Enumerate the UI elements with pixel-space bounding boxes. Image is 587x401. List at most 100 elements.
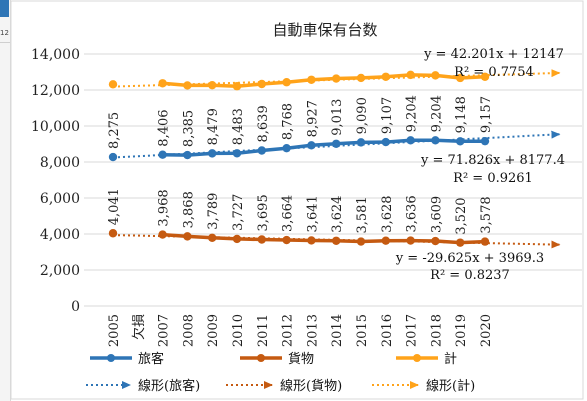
x-tick-label: 2014 <box>330 314 345 347</box>
data-label-passenger: 8,927 <box>305 100 320 137</box>
edge-text: 12 <box>0 29 9 37</box>
legend-marker-freight <box>257 354 265 362</box>
point-passenger <box>282 143 291 153</box>
edge-blue-block <box>0 0 9 17</box>
y-tick-label: 4,000 <box>40 227 80 243</box>
point-freight <box>332 236 341 245</box>
data-label-passenger: 8,385 <box>181 110 196 147</box>
legend-marker-passenger <box>107 354 115 362</box>
data-label-freight: 3,581 <box>355 196 370 233</box>
point-freight <box>282 235 291 245</box>
legend-item-passenger: 旅客 <box>90 351 164 367</box>
data-label-passenger: 8,275 <box>107 112 122 149</box>
data-label-passenger: 9,013 <box>330 99 345 136</box>
y-tick-label: 6,000 <box>40 191 80 207</box>
x-tick-label: 2020 <box>479 314 494 347</box>
data-label-passenger: 9,204 <box>429 95 444 132</box>
point-total <box>381 72 390 81</box>
point-passenger <box>332 139 341 148</box>
data-label-freight: 3,578 <box>479 196 494 233</box>
point-freight <box>232 234 242 244</box>
point-freight <box>257 235 266 244</box>
x-tick-label: 2015 <box>355 314 370 347</box>
data-label-freight: 3,727 <box>231 194 246 231</box>
data-label-freight: 3,624 <box>330 196 345 233</box>
data-label-passenger: 9,148 <box>454 96 469 133</box>
data-label-passenger: 9,204 <box>405 95 420 132</box>
legend-item-trend-total: 線形(計) <box>372 378 475 394</box>
data-label-passenger: 8,479 <box>206 108 221 145</box>
point-total <box>307 75 316 84</box>
x-tick-label: 2013 <box>305 314 320 347</box>
edge-divider <box>0 42 10 43</box>
data-label-passenger: 8,483 <box>231 108 246 145</box>
point-passenger <box>431 136 440 145</box>
point-passenger <box>183 150 192 160</box>
x-tick-label: 2017 <box>405 314 420 347</box>
point-passenger <box>257 146 266 155</box>
point-freight <box>183 232 192 241</box>
point-passenger <box>480 136 490 146</box>
data-labels: 8,275 8,406 8,385 8,479 8,483 8,639 8,768 8,927… <box>107 95 494 235</box>
legend-label-trend-freight: 線形(貨物) <box>280 378 342 394</box>
y-tick-label: 10,000 <box>31 119 80 135</box>
y-tick-label: 2,000 <box>40 263 80 279</box>
data-label-freight: 3,636 <box>405 195 420 232</box>
legend-label-passenger: 旅客 <box>138 351 164 367</box>
series-lines <box>108 70 490 247</box>
data-label-freight: 3,868 <box>181 191 196 228</box>
point-passenger <box>356 138 366 147</box>
point-total <box>232 82 242 91</box>
point-total <box>480 72 490 81</box>
point-freight <box>307 236 316 245</box>
point-total <box>431 71 440 80</box>
equation-total: y = 42.201x + 12147 <box>423 47 564 62</box>
x-tick-label: 2011 <box>256 314 271 347</box>
data-label-freight: 3,695 <box>256 194 271 231</box>
x-tick-label: 2019 <box>454 314 469 347</box>
data-label-passenger: 8,768 <box>281 103 296 140</box>
point-passenger <box>456 137 465 146</box>
legend-label-trend-passenger: 線形(旅客) <box>138 378 200 394</box>
legend-item-trend-freight: 線形(貨物) <box>226 378 342 394</box>
point-total <box>208 80 217 90</box>
point-freight <box>108 229 118 238</box>
data-label-freight: 3,664 <box>281 195 296 232</box>
point-passenger <box>208 149 217 158</box>
data-label-passenger: 9,107 <box>380 97 395 134</box>
legend-item-total: 計 <box>396 351 457 367</box>
point-total <box>158 79 167 88</box>
data-label-freight: 3,968 <box>157 189 172 226</box>
x-tick-label: 2007 <box>157 314 172 347</box>
point-total <box>108 80 118 89</box>
y-tick-label: 0 <box>71 299 80 315</box>
x-axis-ticks: 2005 欠損 2007 2008 2009 2010 2011 2012 2013 2014 20… <box>107 314 494 347</box>
data-label-freight: 3,609 <box>429 196 444 233</box>
legend: 旅客 貨物 計 線形(旅客) 線形(貨物) 線形(計) <box>86 351 475 394</box>
point-freight <box>406 236 415 245</box>
point-freight <box>431 236 440 246</box>
point-total <box>356 73 366 83</box>
data-label-freight: 3,641 <box>305 195 320 232</box>
legend-label-trend-total: 線形(計) <box>426 378 475 394</box>
point-freight <box>456 238 465 247</box>
data-label-passenger: 9,157 <box>479 96 494 133</box>
equation-freight: y = -29.625x + 3969.3 <box>395 251 544 266</box>
chart-area <box>10 0 584 400</box>
legend-marker-total <box>413 354 421 362</box>
y-tick-label: 8,000 <box>40 155 80 171</box>
x-tick-label: 2008 <box>181 314 196 347</box>
x-tick-label: 2018 <box>429 314 444 347</box>
data-label-freight: 4,041 <box>107 188 122 225</box>
point-total <box>406 70 415 80</box>
x-tick-label: 2005 <box>107 314 122 347</box>
data-label-freight: 3,628 <box>380 195 395 232</box>
equation-passenger: y = 71.826x + 8177.4 <box>420 153 565 168</box>
point-total <box>456 73 465 83</box>
x-tick-label: 2009 <box>206 314 221 347</box>
point-passenger <box>406 136 415 145</box>
data-label-passenger: 8,639 <box>256 105 271 142</box>
point-passenger <box>108 152 118 162</box>
point-passenger <box>232 149 242 158</box>
